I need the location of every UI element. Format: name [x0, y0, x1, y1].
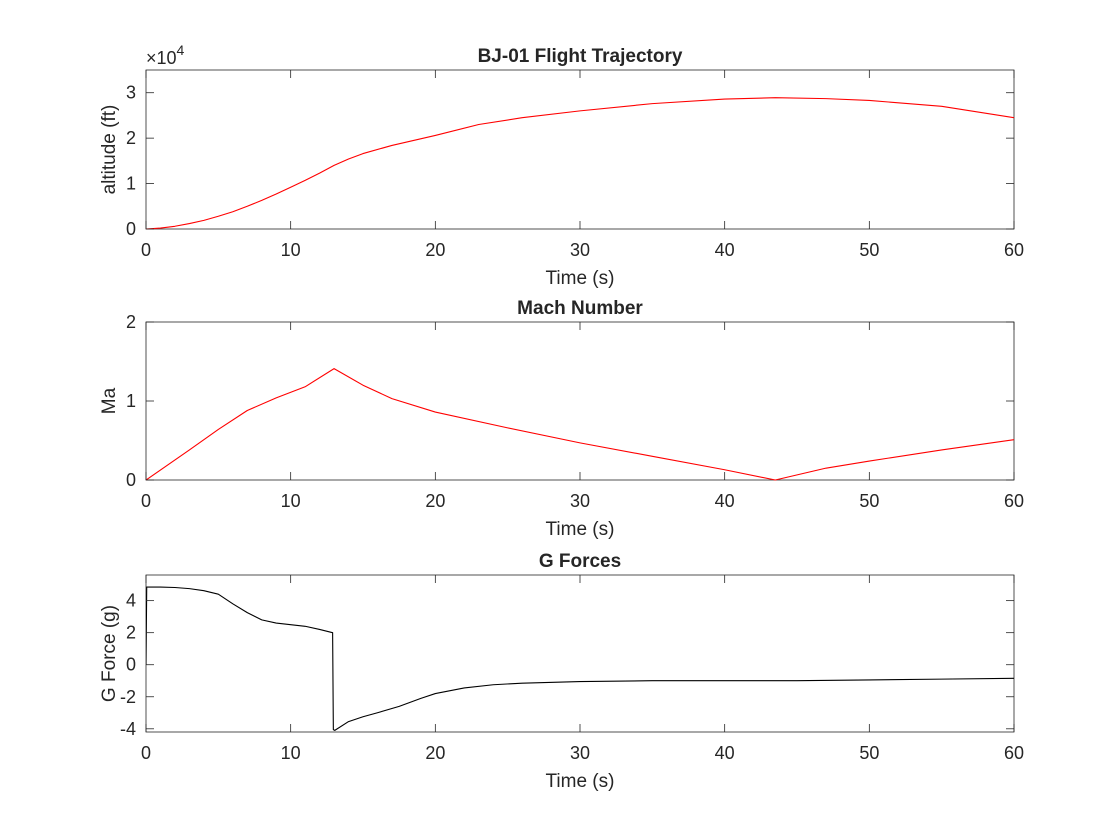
- chart-g-forces-y-axis-label: G Force (g): [99, 605, 120, 702]
- chart-bj-01-flight-trajectory-y-axis-label: altitude (ft): [99, 105, 120, 195]
- chart-bj-01-flight-trajectory-y-tick-label: 3: [126, 83, 136, 103]
- chart-mach-number: 0 10 20 30 40 50 60 0 1 2 Mach Number Time (s) Ma: [99, 298, 1024, 540]
- chart-g-forces-x-tick-label: 10: [281, 743, 301, 763]
- chart-g-forces: 0 10 20 30 40 50 60 -4 -2 0 2 4 G Forces Time (s) G Fo…: [99, 551, 1024, 792]
- chart-g-forces-x-tick-label: 20: [425, 743, 445, 763]
- chart-bj-01-flight-trajectory-x-tick-label: 60: [1004, 240, 1024, 260]
- chart-bj-01-flight-trajectory-x-axis-label: Time (s): [546, 268, 615, 289]
- chart-bj-01-flight-trajectory: 0 10 20 30 40 50 60 0 1 2 3 BJ-01 Flight Trajectory…: [99, 42, 1024, 289]
- chart-g-forces-x-tick-label: 60: [1004, 743, 1024, 763]
- chart-g-forces-x-tick-label: 30: [570, 743, 590, 763]
- chart-bj-01-flight-trajectory-x-tick-label: 20: [425, 240, 445, 260]
- chart-mach-number-y-tick-label: 0: [126, 470, 136, 490]
- chart-bj-01-flight-trajectory-x-tick-label: 40: [715, 240, 735, 260]
- chart-mach-number-axes-box: [145, 321, 1015, 481]
- chart-mach-number-x-tick-label: 60: [1004, 491, 1024, 511]
- chart-g-forces-y-tick-label: 4: [126, 591, 136, 611]
- chart-g-forces-x-tick-label: 50: [859, 743, 879, 763]
- chart-g-forces-x-axis-label: Time (s): [546, 771, 615, 792]
- chart-mach-number-x-tick-label: 20: [425, 491, 445, 511]
- chart-bj-01-flight-trajectory-series-line: [146, 97, 1014, 230]
- chart-g-forces-y-tick-label: -4: [120, 719, 136, 739]
- chart-bj-01-flight-trajectory-title: BJ-01 Flight Trajectory: [478, 46, 683, 67]
- chart-bj-01-flight-trajectory-exponent-label: ×104: [146, 42, 185, 68]
- chart-mach-number-x-tick-label: 50: [859, 491, 879, 511]
- chart-g-forces-y-tick-label: -2: [120, 687, 136, 707]
- chart-mach-number-x-tick-label: 40: [715, 491, 735, 511]
- chart-g-forces-x-tick-label: 40: [715, 743, 735, 763]
- chart-bj-01-flight-trajectory-x-tick-label: 10: [281, 240, 301, 260]
- chart-g-forces-series-line: [146, 586, 1014, 731]
- chart-mach-number-series-line: [146, 368, 1014, 481]
- chart-mach-number-x-axis-label: Time (s): [546, 519, 615, 540]
- chart-bj-01-flight-trajectory-x-tick-label: 50: [859, 240, 879, 260]
- chart-mach-number-y-tick-label: 1: [126, 391, 136, 411]
- chart-bj-01-flight-trajectory-y-tick-label: 0: [126, 219, 136, 239]
- chart-g-forces-y-tick-label: 0: [126, 655, 136, 675]
- chart-mach-number-title: Mach Number: [517, 298, 643, 319]
- chart-mach-number-x-tick-label: 0: [141, 491, 151, 511]
- chart-g-forces-title: G Forces: [539, 551, 621, 572]
- chart-bj-01-flight-trajectory-x-tick-label: 0: [141, 240, 151, 260]
- chart-bj-01-flight-trajectory-y-tick-label: 2: [126, 128, 136, 148]
- chart-mach-number-x-tick-label: 30: [570, 491, 590, 511]
- chart-g-forces-x-tick-label: 0: [141, 743, 151, 763]
- chart-bj-01-flight-trajectory-axes-box: [145, 69, 1015, 230]
- chart-bj-01-flight-trajectory-y-tick-label: 1: [126, 174, 136, 194]
- chart-g-forces-y-tick-label: 2: [126, 623, 136, 643]
- chart-bj-01-flight-trajectory-x-tick-label: 30: [570, 240, 590, 260]
- chart-mach-number-y-tick-label: 2: [126, 312, 136, 332]
- chart-mach-number-x-tick-label: 10: [281, 491, 301, 511]
- chart-mach-number-y-axis-label: Ma: [99, 387, 120, 414]
- chart-g-forces-axes-box: [145, 574, 1015, 733]
